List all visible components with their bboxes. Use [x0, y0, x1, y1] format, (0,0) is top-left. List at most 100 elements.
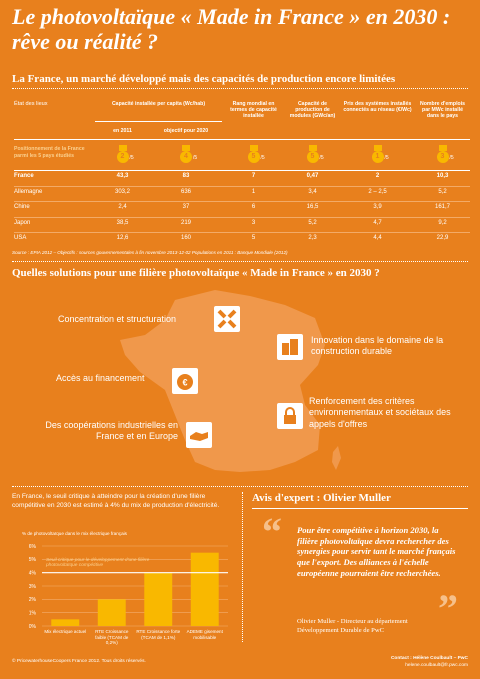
cell: 7 [251, 173, 256, 179]
cell: 4,4 [373, 235, 382, 241]
country: USA [14, 235, 27, 241]
medal-ribbon [249, 145, 258, 151]
medal-suffix: /5 [260, 155, 265, 161]
x-tick-label: ADEME gisement mobilisable [186, 629, 223, 640]
bar [51, 619, 80, 626]
cell: 10,3 [436, 173, 449, 179]
medal: 2 [116, 151, 129, 163]
threshold-label: Seuil critique pour le développement d'u… [46, 557, 150, 569]
intro-text: En France, le seuil critique à atteindre… [12, 493, 220, 509]
medal-suffix: /5 [384, 155, 389, 161]
cell: 2,3 [308, 235, 317, 241]
solution: Accès au financement [56, 373, 145, 383]
y-tick-label: 3% [29, 584, 37, 590]
svg-text:€: € [182, 378, 187, 388]
medal-suffix: /5 [449, 155, 454, 161]
medal: 3 [436, 151, 449, 163]
author: Olivier Muller - Directeur au départemen… [297, 618, 408, 634]
title: Le photovoltaïque « Made in France » en … [12, 4, 451, 54]
y-tick-label: 1% [29, 610, 37, 616]
cell: 3,9 [373, 204, 382, 210]
cell: 636 [180, 188, 191, 195]
line [95, 121, 222, 122]
table-header: Nombre d'emplois par MWc installé dans l… [419, 101, 466, 120]
separator [252, 508, 468, 509]
x-tick-label: RTE Croissance forte (TCAM de 1,1%) [136, 629, 181, 640]
row-line [14, 232, 470, 233]
icon [186, 422, 212, 448]
cell: 4,7 [373, 219, 382, 226]
table-header: Rang mondial en termes de capacité insta… [230, 101, 277, 120]
cell: 83 [182, 173, 190, 179]
ranking-label: Positionnement de la France parmi les 5 … [14, 146, 85, 159]
row-line [14, 216, 470, 218]
table-header: en 2011 [113, 128, 132, 134]
france-shape [120, 290, 325, 472]
contact: Contact : Hélène Coulbault – PwC [390, 656, 468, 661]
medal-ribbon [118, 145, 127, 151]
solution: Renforcement des critères environnementa… [309, 396, 451, 429]
icon [214, 306, 240, 332]
table-header: État des lieux [14, 101, 48, 107]
cell: 3 [251, 219, 256, 226]
medal-suffix: /5 [193, 155, 198, 161]
cell: 219 [180, 219, 191, 226]
icon [277, 403, 303, 429]
separator [12, 486, 468, 487]
y-tick-label: 5% [29, 557, 37, 563]
cell: 16,5 [306, 204, 319, 210]
quote-mark: “ [262, 509, 282, 554]
cell: 3,4 [308, 188, 317, 195]
bar [190, 552, 219, 626]
cell: 2 – 2,5 [368, 188, 387, 195]
source: Source : EPIA 2012 – Objectifs : sources… [12, 250, 288, 255]
separator [12, 88, 468, 89]
medal-ribbon [373, 145, 382, 151]
quote: Pour être compétitive à horizon 2030, la… [297, 525, 456, 578]
cell: 161,7 [434, 204, 450, 210]
y-tick-label: 0% [29, 624, 37, 630]
cell: 0,47 [306, 173, 319, 179]
medal: 5 [247, 151, 260, 163]
country: France [14, 173, 34, 179]
x-tick-label: RTE Croissance faible (TCAM de 0,2%) [95, 629, 129, 645]
bar [144, 572, 173, 626]
row-line [14, 170, 470, 171]
medal: 1 [371, 151, 384, 163]
icon [277, 334, 303, 360]
expert-title: Avis d'expert : Olivier Muller [252, 492, 391, 504]
cell: 5,2 [438, 188, 447, 195]
cell: 6 [251, 204, 256, 210]
cell: 2,4 [118, 204, 127, 210]
medal: 5 [306, 151, 319, 163]
cell: 303,2 [114, 188, 130, 195]
table-header: objectif pour 2020 [163, 128, 209, 134]
corsica-shape [332, 446, 341, 470]
table-header: Capacité installée per capita (Wc/hab) [111, 101, 206, 107]
cell: 43,3 [116, 173, 129, 179]
table-header: Capacité de production de modules (GWc/a… [289, 101, 336, 120]
row-line [14, 185, 470, 187]
y-tick-label: 4% [29, 570, 37, 576]
medal-ribbon [182, 145, 190, 151]
separator [12, 261, 468, 262]
cell: 37 [182, 204, 190, 210]
copyright: © PricewaterhouseCoopers France 2012. To… [12, 659, 146, 664]
cell: 160 [180, 235, 191, 241]
line [14, 139, 470, 140]
icon: € [172, 368, 198, 394]
section-title: Quelles solutions pour une filière photo… [12, 267, 380, 279]
cell: 38,5 [116, 219, 129, 226]
table-header: Prix des systèmes installés connectés au… [343, 101, 412, 114]
x-tick-label: Mix électrique actuel [44, 629, 87, 634]
medal-ribbon [308, 145, 317, 151]
y-tick-label: 2% [29, 597, 37, 603]
solution: Des coopérations industrielles en France… [45, 420, 178, 442]
cell: 9,2 [438, 219, 447, 226]
country: Japon [14, 219, 31, 226]
cell: 22,9 [436, 235, 449, 241]
section-title: La France, un marché développé mais des … [12, 73, 396, 85]
solution: Innovation dans le domaine de la constru… [311, 335, 444, 357]
